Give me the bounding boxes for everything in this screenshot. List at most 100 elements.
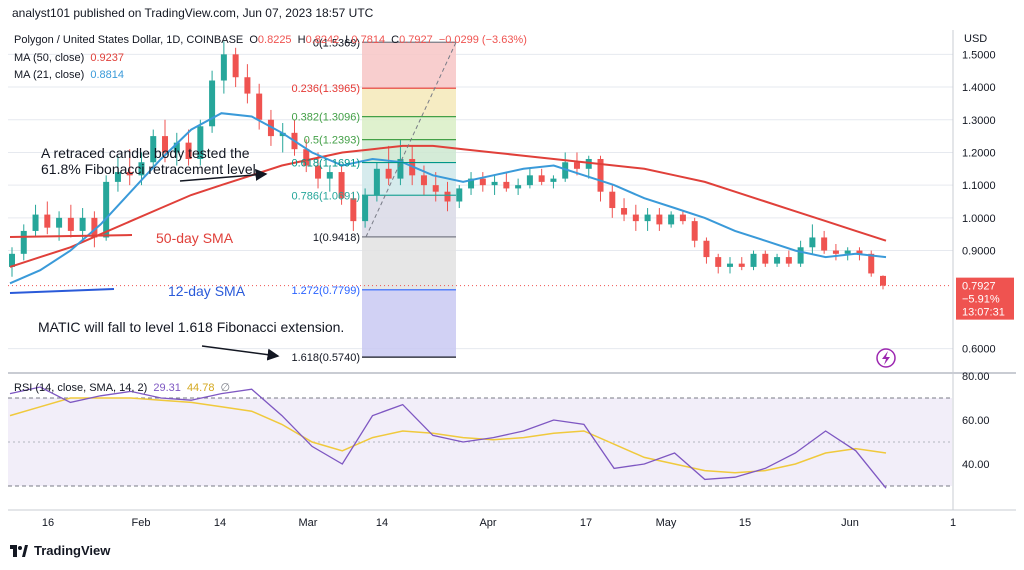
price-tick-label: 1.0000 (962, 213, 996, 225)
published-caption: analyst101 published on TradingView.com,… (12, 6, 374, 20)
candle-body (703, 240, 710, 258)
fib-level-label: 1.618(0.5740) (292, 352, 361, 364)
candle-body (844, 250, 851, 254)
rsi-axis[interactable]: 80.00 60.00 40.00 (962, 371, 990, 471)
rsi-sma-line (9, 397, 887, 474)
fib-zone (362, 42, 456, 89)
candle-body (644, 214, 651, 222)
candle-body (503, 181, 510, 189)
candle-body (150, 136, 157, 163)
candle-body (762, 253, 769, 264)
candle-body (338, 172, 345, 199)
sma50-marker-line (9, 234, 133, 238)
candle-body (56, 217, 63, 228)
candle-body (573, 162, 580, 169)
time-tick-label: 14 (376, 517, 388, 529)
last-price-badge: 0.7927 −5.91% 13:07:31 (956, 277, 1014, 320)
fib-zone (362, 195, 456, 237)
candle-body (385, 168, 392, 179)
price-tick-label: 0.6000 (962, 344, 996, 356)
open-label: O (249, 34, 258, 46)
time-tick-label: Mar (299, 517, 318, 529)
fib-level-label: 1(0.9418) (313, 232, 360, 244)
time-tick-label: 14 (214, 517, 226, 529)
chart[interactable]: 0(1.5369) 0.236(1.3965) 0.382(1.3096) 0.5(1… (8, 30, 1016, 538)
fibonacci-labels: 0(1.5369) 0.236(1.3965) 0.382(1.3096) 0.5(1… (292, 37, 457, 364)
time-axis[interactable]: 16 Feb 14 Mar 14 Apr 17 May 15 Jun 1 (42, 517, 956, 529)
candle-body (244, 77, 251, 94)
candle-body (880, 275, 886, 286)
time-tick-label: Feb (132, 517, 151, 529)
candle-body (621, 208, 628, 215)
sma12-marker-line (9, 288, 115, 294)
rsi-legend[interactable]: RSI (14, close, SMA, 14, 2) 29.31 44.78 … (14, 381, 233, 394)
candle-body (526, 175, 533, 186)
candle-body (868, 253, 875, 274)
candle-body (691, 221, 698, 241)
footer-brand[interactable]: TradingView (10, 543, 110, 558)
lightning-icon[interactable] (876, 348, 896, 368)
fib-zone (362, 289, 456, 358)
candle-body (632, 214, 639, 222)
candle-body (397, 158, 404, 179)
retrace-annotation-line2: 61.8% Fibonacci retracement level (41, 161, 256, 177)
candle-body (668, 214, 675, 225)
last-price-change: −5.91% (962, 294, 1000, 306)
time-tick-label: 17 (580, 517, 592, 529)
time-tick-label: Jun (841, 517, 859, 529)
fib-zone (362, 236, 456, 290)
time-tick-label: 15 (739, 517, 751, 529)
candle-body (185, 142, 192, 159)
candle-body (726, 263, 733, 267)
symbol-legend[interactable]: Polygon / United States Dollar, 1D, COIN… (14, 34, 530, 46)
candle-body (173, 142, 180, 153)
candle-body (91, 217, 98, 238)
candle-body (126, 172, 133, 176)
candle-body (326, 172, 333, 179)
symbol-title: Polygon / United States Dollar, 1D, COIN… (14, 34, 244, 46)
candle-body (256, 93, 263, 120)
price-tick-label: 1.1000 (962, 180, 996, 192)
ma21-legend[interactable]: MA (21, close) 0.8814 (14, 69, 127, 81)
candle-body (44, 214, 51, 228)
candle-body (715, 257, 722, 267)
candle-body (738, 263, 745, 267)
fib-level-label: 0.382(1.3096) (292, 112, 361, 124)
candle-body (597, 158, 604, 192)
ma21-legend-value: 0.8814 (90, 69, 125, 81)
tradingview-logo-icon (10, 544, 28, 557)
candle-body (585, 158, 592, 169)
candle-body (562, 162, 569, 179)
rsi-tick-label: 40.00 (962, 459, 990, 471)
retrace-annotation-line1: A retraced candle body tested the (41, 145, 250, 161)
candle-body (220, 54, 227, 81)
ma21-line (9, 112, 887, 285)
rsi-legend-value: 29.31 (153, 382, 181, 394)
rsi-empty-symbol: ∅ (220, 382, 231, 394)
candle-body (232, 54, 239, 78)
change-value: −0.0299 (−3.63%) (438, 34, 527, 46)
candle-body (362, 194, 369, 222)
fibonacci-retracement[interactable] (362, 42, 456, 358)
price-tick-label: 0.9000 (962, 246, 996, 258)
candle-body (468, 178, 475, 189)
ma50-legend-label: MA (50, close) (14, 52, 85, 64)
fib-level-label: 0.5(1.2393) (304, 135, 360, 147)
candle-body (303, 149, 310, 166)
candle-body (609, 191, 616, 209)
fib-level-label: 0(1.5369) (313, 37, 360, 49)
price-tick-label: 1.5000 (962, 49, 996, 61)
retrace-arrow (179, 168, 268, 182)
candle-body (456, 188, 463, 202)
fib-level-label: 0.786(1.0691) (292, 190, 361, 202)
candle-body (9, 253, 15, 267)
candle-body (79, 217, 86, 231)
price-axis[interactable]: USD 1.5000 1.4000 1.3000 1.2000 1.1000 1.0000… (962, 33, 996, 356)
low-label: L (345, 34, 352, 46)
candle-body (515, 185, 522, 189)
ma50-legend[interactable]: MA (50, close) 0.9237 (14, 52, 127, 64)
footer-brand-text: TradingView (34, 543, 111, 558)
fib-level-label: 0.618(1.1691) (292, 158, 361, 170)
price-grid (8, 53, 953, 350)
time-tick-label: May (656, 517, 677, 529)
